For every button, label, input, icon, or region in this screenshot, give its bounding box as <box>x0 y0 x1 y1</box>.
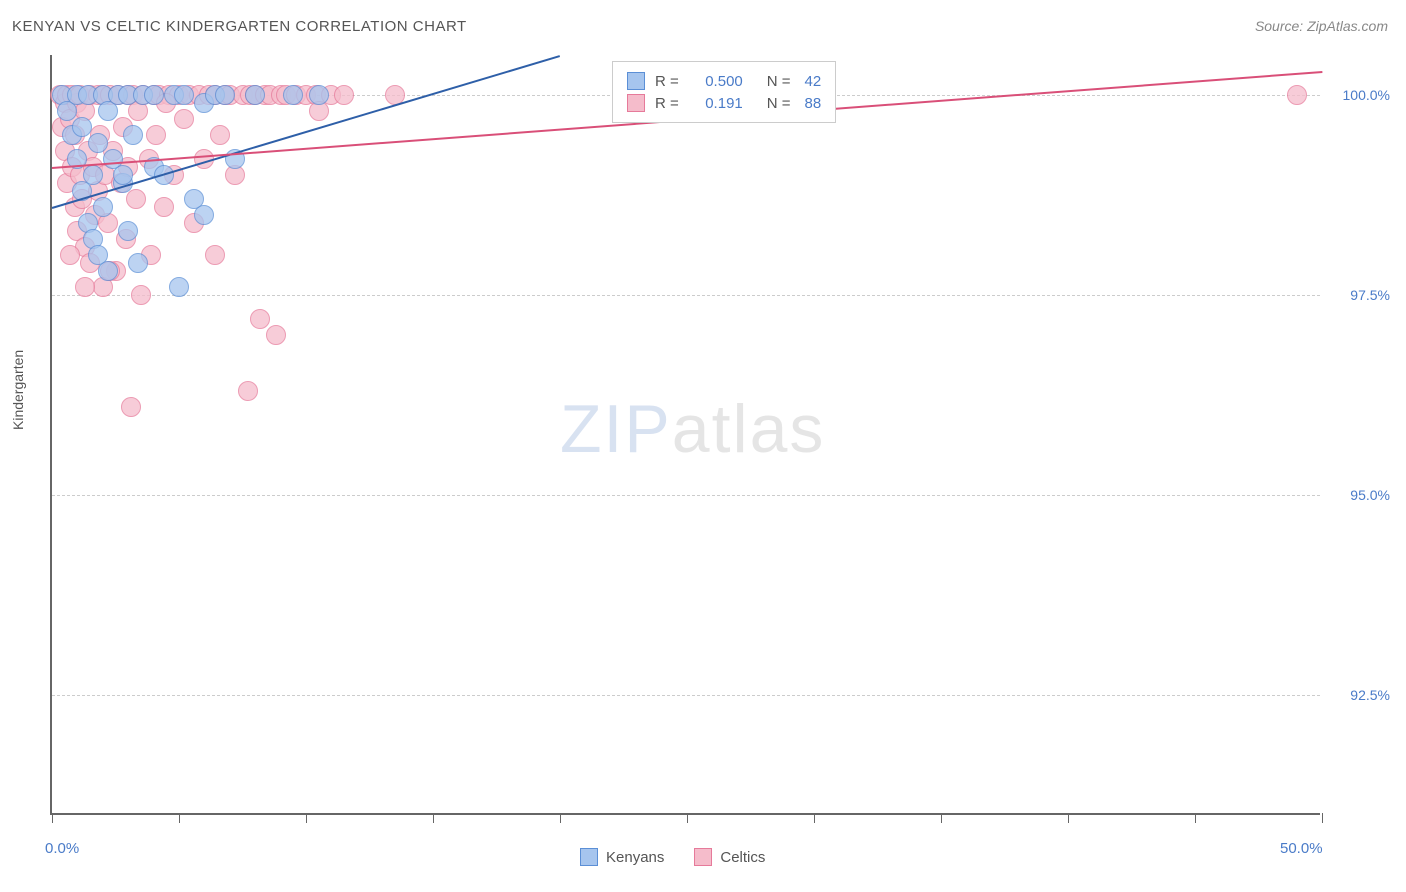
legend-row-kenyans: R = 0.500 N = 42 <box>627 70 821 92</box>
x-tick <box>306 813 307 823</box>
bottom-legend: Kenyans Celtics <box>580 848 765 866</box>
scatter-point-celtics <box>266 325 286 345</box>
x-tick <box>179 813 180 823</box>
scatter-point-celtics <box>250 309 270 329</box>
x-tick <box>814 813 815 823</box>
scatter-point-kenyans <box>93 197 113 217</box>
scatter-point-celtics <box>131 285 151 305</box>
scatter-point-celtics <box>121 397 141 417</box>
N-value: 42 <box>805 73 822 90</box>
R-value: 0.191 <box>693 95 743 112</box>
x-tick <box>1322 813 1323 823</box>
y-tick-label: 95.0% <box>1330 487 1390 503</box>
scatter-point-kenyans <box>194 205 214 225</box>
scatter-point-kenyans <box>98 261 118 281</box>
scatter-point-kenyans <box>144 85 164 105</box>
x-tick <box>560 813 561 823</box>
R-value: 0.500 <box>693 73 743 90</box>
scatter-point-kenyans <box>174 85 194 105</box>
legend-swatch-icon <box>627 94 645 112</box>
scatter-point-celtics <box>334 85 354 105</box>
x-tick-label: 50.0% <box>1280 840 1323 857</box>
N-label: N = <box>767 95 791 112</box>
R-label: R = <box>655 95 679 112</box>
legend-label-celtics: Celtics <box>720 849 765 866</box>
x-tick <box>941 813 942 823</box>
correlation-legend: R = 0.500 N = 42 R = 0.191 N = 88 <box>612 61 836 123</box>
legend-swatch-icon <box>627 72 645 90</box>
legend-swatch-kenyans <box>580 848 598 866</box>
scatter-point-kenyans <box>83 165 103 185</box>
scatter-point-kenyans <box>72 117 92 137</box>
x-tick <box>687 813 688 823</box>
source-label: Source: ZipAtlas.com <box>1255 18 1388 34</box>
scatter-point-celtics <box>146 125 166 145</box>
scatter-point-celtics <box>1287 85 1307 105</box>
y-tick-label: 92.5% <box>1330 687 1390 703</box>
x-tick <box>52 813 53 823</box>
scatter-point-celtics <box>205 245 225 265</box>
scatter-point-celtics <box>60 245 80 265</box>
N-value: 88 <box>805 95 822 112</box>
x-tick <box>1195 813 1196 823</box>
scatter-point-kenyans <box>215 85 235 105</box>
scatter-point-kenyans <box>113 165 133 185</box>
scatter-point-kenyans <box>128 253 148 273</box>
scatter-point-kenyans <box>245 85 265 105</box>
R-label: R = <box>655 73 679 90</box>
scatter-point-celtics <box>210 125 230 145</box>
scatter-point-celtics <box>154 197 174 217</box>
x-tick-label: 0.0% <box>45 840 79 857</box>
legend-row-celtics: R = 0.191 N = 88 <box>627 92 821 114</box>
scatter-point-kenyans <box>88 133 108 153</box>
gridline <box>52 495 1320 496</box>
x-tick <box>1068 813 1069 823</box>
scatter-point-kenyans <box>118 221 138 241</box>
legend-item-celtics: Celtics <box>694 848 765 866</box>
chart-title: KENYAN VS CELTIC KINDERGARTEN CORRELATIO… <box>12 18 467 35</box>
x-tick <box>433 813 434 823</box>
legend-swatch-celtics <box>694 848 712 866</box>
plot-area: R = 0.500 N = 42 R = 0.191 N = 88 <box>50 55 1320 815</box>
scatter-point-kenyans <box>169 277 189 297</box>
scatter-point-celtics <box>174 109 194 129</box>
scatter-point-celtics <box>75 277 95 297</box>
y-axis-label: Kindergarten <box>10 350 26 430</box>
legend-item-kenyans: Kenyans <box>580 848 664 866</box>
y-tick-label: 97.5% <box>1330 287 1390 303</box>
gridline <box>52 695 1320 696</box>
legend-label-kenyans: Kenyans <box>606 849 664 866</box>
gridline <box>52 295 1320 296</box>
y-tick-label: 100.0% <box>1330 87 1390 103</box>
scatter-point-kenyans <box>283 85 303 105</box>
scatter-point-kenyans <box>123 125 143 145</box>
scatter-point-kenyans <box>309 85 329 105</box>
scatter-point-celtics <box>126 189 146 209</box>
N-label: N = <box>767 73 791 90</box>
scatter-point-celtics <box>238 381 258 401</box>
